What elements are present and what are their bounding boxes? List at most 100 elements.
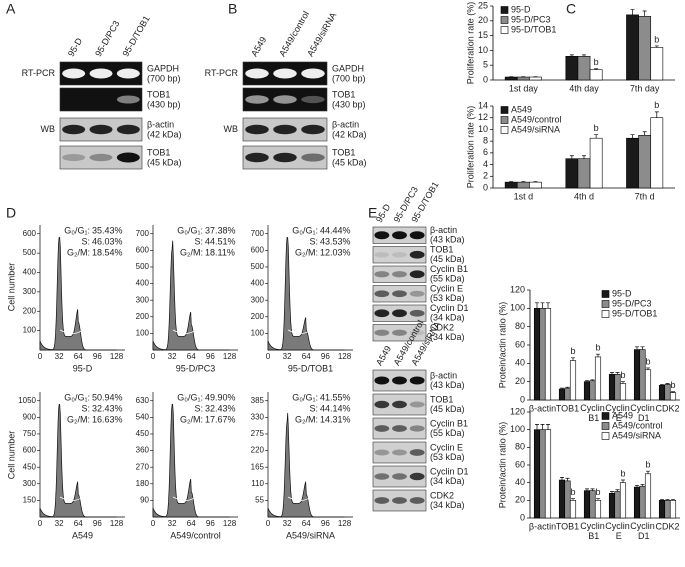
row-size: (53 kDa) (430, 452, 465, 462)
x-tick-label: 128 (338, 352, 352, 361)
y-tick-label: 400 (23, 268, 37, 277)
x-tick-label: 64 (302, 352, 311, 361)
error-bar (596, 353, 600, 357)
x-tick-label: 7th d (635, 191, 655, 201)
bar (619, 482, 627, 519)
blot-band (273, 95, 297, 104)
y-tick-label: 10 (478, 45, 488, 55)
phase-value: 44.44% (320, 225, 351, 235)
error-bar (654, 111, 659, 118)
y-tick-label: 600 (136, 245, 150, 254)
x-tick-label-line: Cyclin (580, 521, 605, 531)
blot-band (409, 250, 425, 259)
error-bar (533, 181, 538, 183)
blot-band (89, 153, 113, 162)
x-tick-label: 7th day (630, 83, 660, 93)
y-tick-label: 900 (23, 412, 37, 421)
x-tick-label-line: D1 (635, 531, 649, 541)
y-tick-label: 14 (478, 100, 488, 110)
x-tick-label: 64 (74, 352, 83, 361)
bar (516, 181, 530, 189)
phase-value: 17.67% (205, 414, 236, 424)
legend-label: 95-D/PC3 (511, 14, 551, 24)
fit-trace (287, 492, 339, 515)
y-tick-label: 120 (510, 284, 525, 294)
y-tick-label: 20 (515, 376, 525, 386)
legend-label: A549/siRNA (612, 430, 661, 440)
phase-value: 44.51% (205, 236, 236, 246)
error-bar (635, 484, 639, 488)
x-tick-label: 0 (38, 352, 43, 361)
blot-row (372, 246, 427, 264)
error-bar (540, 302, 545, 309)
bar (626, 137, 639, 189)
bar (594, 500, 602, 519)
legend-label: A549 (511, 104, 532, 114)
histogram-trace (267, 237, 345, 351)
phase-label: G₀/G₁: (177, 392, 203, 402)
row-size: (700 bp) (147, 73, 181, 83)
y-tick-label: 300 (23, 287, 37, 296)
error-bar (671, 499, 675, 501)
legend-label: 95-D/PC3 (612, 298, 652, 308)
y-tick-label: 400 (251, 279, 265, 288)
x-tick-label: 0 (266, 352, 271, 361)
bar (504, 181, 518, 189)
y-tick-label: 40 (515, 358, 525, 368)
bar (608, 374, 616, 401)
phase-label: S: (309, 236, 318, 246)
y-tick-label: 500 (23, 248, 37, 257)
row-name: TOB1 (332, 147, 355, 157)
x-tick-label-line: Cyclin (605, 521, 630, 531)
significance-label: b (645, 460, 650, 470)
bar (644, 473, 652, 519)
blot-band (392, 449, 407, 456)
blot-band (245, 95, 269, 104)
bar (664, 500, 671, 519)
histogram-trace (152, 240, 230, 351)
significance-label: b (595, 487, 600, 497)
y-tick-label: 20 (515, 495, 525, 505)
lane-label: A549/siRNA (305, 11, 338, 58)
error-bar (660, 384, 664, 386)
row-size: (55 kDa) (430, 274, 465, 284)
y-tick-label: 500 (136, 262, 150, 271)
legend-swatch (601, 290, 610, 298)
error-bar (635, 346, 639, 350)
phase-value: 41.55% (320, 392, 351, 402)
blot-band (245, 124, 269, 135)
histogram-trace (39, 237, 117, 351)
x-tick-label-line: Cyclin (580, 403, 605, 413)
y-tick-label: 20 (478, 15, 488, 25)
y-tick-label: 0 (520, 512, 525, 522)
y-tick-label: 275 (251, 429, 265, 438)
x-tick-label-line: Cyclin (630, 403, 655, 413)
y-tick-label: 4 (483, 159, 488, 169)
phase-label: S: (81, 236, 90, 246)
x-tick-label: β-actin (529, 403, 556, 413)
phase-label: G₀/G₁: (292, 392, 318, 402)
x-tick-label: 128 (223, 352, 237, 361)
legend-swatch (601, 422, 610, 430)
row-name: GAPDH (332, 63, 364, 73)
y-axis-label: Proliferation rate (%) (465, 2, 475, 85)
blot-band (392, 425, 407, 432)
x-tick-label: 128 (110, 519, 124, 528)
bar (533, 429, 541, 519)
row-name: Cyclin E (430, 284, 463, 294)
blot-band (62, 124, 86, 135)
legend-label: 95-D/TOB1 (511, 24, 556, 34)
blot-band (392, 473, 407, 480)
x-tick-label: 96 (321, 352, 330, 361)
bar (608, 492, 616, 519)
error-bar (569, 155, 574, 159)
legend-swatch (500, 106, 509, 114)
error-bar (646, 367, 650, 370)
error-bar (582, 54, 586, 57)
y-tick-label: 90 (140, 496, 149, 505)
bar (504, 76, 518, 81)
phase-value: 16.63% (92, 414, 123, 424)
x-tick-label: 96 (93, 352, 102, 361)
error-bar (594, 68, 599, 70)
error-bar (621, 381, 625, 384)
